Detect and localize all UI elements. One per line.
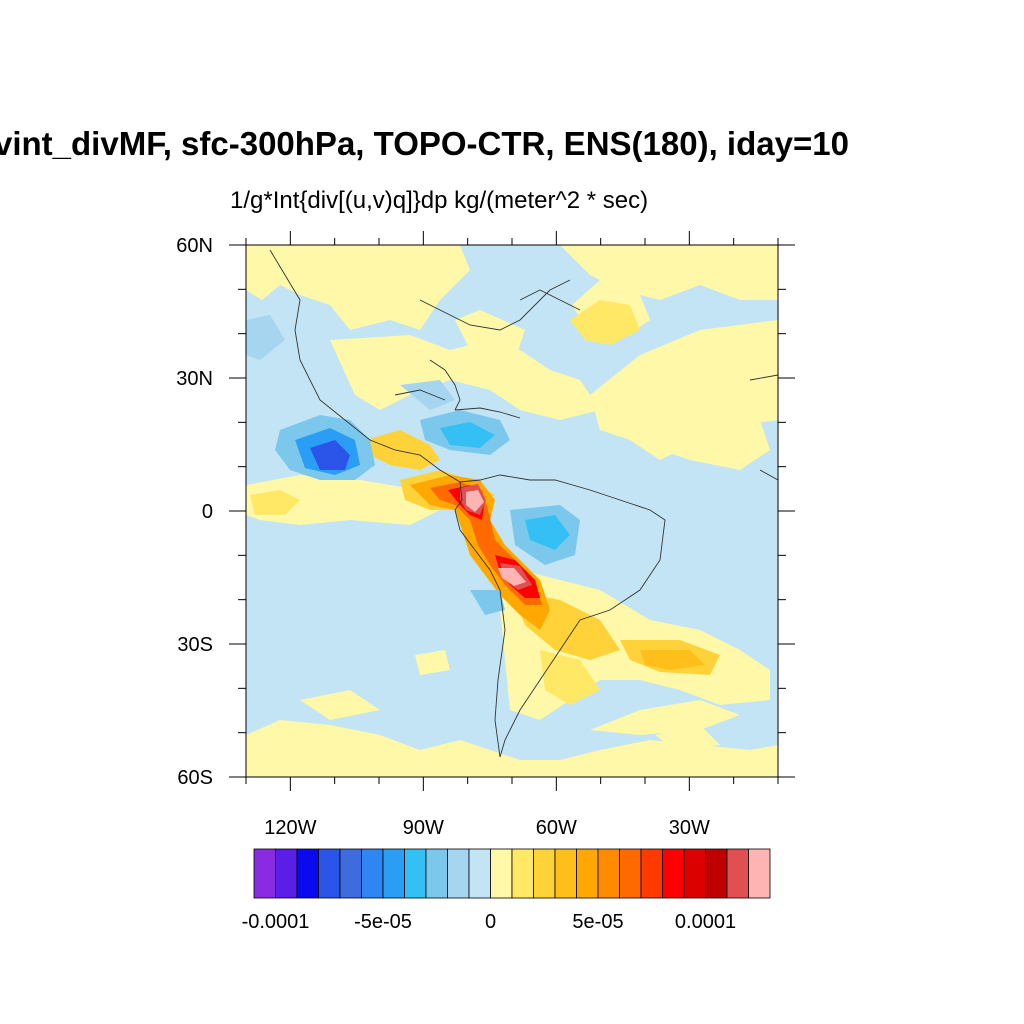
colorbar-swatch [726, 848, 749, 899]
colorbar-swatch [296, 848, 319, 899]
chart-subtitle: 1/g*Int{div[(u,v)q]}dp kg/(meter^2 * sec… [230, 187, 649, 214]
colorbar-swatch [748, 848, 771, 899]
colorbar-swatch [705, 848, 728, 899]
colorbar [253, 848, 771, 899]
lon-tick-label: 120W [264, 817, 316, 839]
lon-tick-label: 60W [536, 817, 577, 839]
contour-field [246, 245, 778, 777]
axis-tick-labels: 60N 30N 0 30S 60S 120W 90W 60W 30W [176, 235, 710, 839]
lat-tick-label: 30S [177, 634, 213, 656]
colorbar-swatch [490, 848, 513, 899]
colorbar-swatch [576, 848, 599, 899]
axis-ticks [229, 231, 795, 791]
lon-tick-label: 30W [669, 817, 710, 839]
colorbar-label: -5e-05 [354, 911, 412, 933]
colorbar-label: 0 [485, 911, 496, 933]
colorbar-swatch [318, 848, 341, 899]
strong-positive-ridge [410, 475, 550, 630]
colorbar-swatch [382, 848, 405, 899]
colorbar-labels: -0.0001 -5e-05 0 5e-05 0.0001 [242, 911, 737, 933]
chart-title: vint_divMF, sfc-300hPa, TOPO-CTR, ENS(18… [0, 125, 849, 162]
colorbar-swatch [511, 848, 534, 899]
lat-tick-label: 60S [177, 767, 213, 789]
colorbar-swatch [597, 848, 620, 899]
colorbar-swatch [361, 848, 384, 899]
colorbar-swatch [662, 848, 685, 899]
colorbar-swatch [447, 848, 470, 899]
colorbar-swatch [554, 848, 577, 899]
colorbar-swatch [339, 848, 362, 899]
lat-tick-label: 0 [202, 501, 213, 523]
colorbar-swatch [253, 848, 276, 899]
coastlines [269, 249, 778, 758]
colorbar-swatch [468, 848, 491, 899]
colorbar-swatch [683, 848, 706, 899]
lat-tick-label: 60N [176, 235, 213, 257]
colorbar-label: -0.0001 [242, 911, 310, 933]
colorbar-label: 5e-05 [572, 911, 623, 933]
colorbar-label: 0.0001 [675, 911, 736, 933]
colorbar-swatch [619, 848, 642, 899]
moderate-positive-regions [250, 300, 720, 705]
colorbar-swatch [425, 848, 448, 899]
colorbar-swatch [404, 848, 427, 899]
colorbar-swatch [275, 848, 298, 899]
colorbar-swatch [533, 848, 556, 899]
colorbar-swatch [640, 848, 663, 899]
negative-regions [246, 315, 580, 615]
lon-tick-label: 90W [403, 817, 444, 839]
lat-tick-label: 30N [176, 368, 213, 390]
